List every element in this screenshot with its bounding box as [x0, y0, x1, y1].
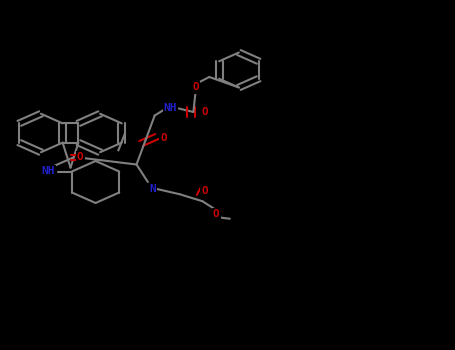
Text: O: O [202, 187, 208, 196]
Text: NH: NH [164, 104, 177, 113]
Text: O: O [161, 133, 167, 143]
Text: O: O [77, 153, 83, 162]
Text: O: O [202, 107, 208, 117]
Text: O: O [192, 83, 199, 92]
Text: NH: NH [41, 167, 55, 176]
Text: N: N [149, 184, 156, 194]
Text: O: O [213, 209, 219, 219]
